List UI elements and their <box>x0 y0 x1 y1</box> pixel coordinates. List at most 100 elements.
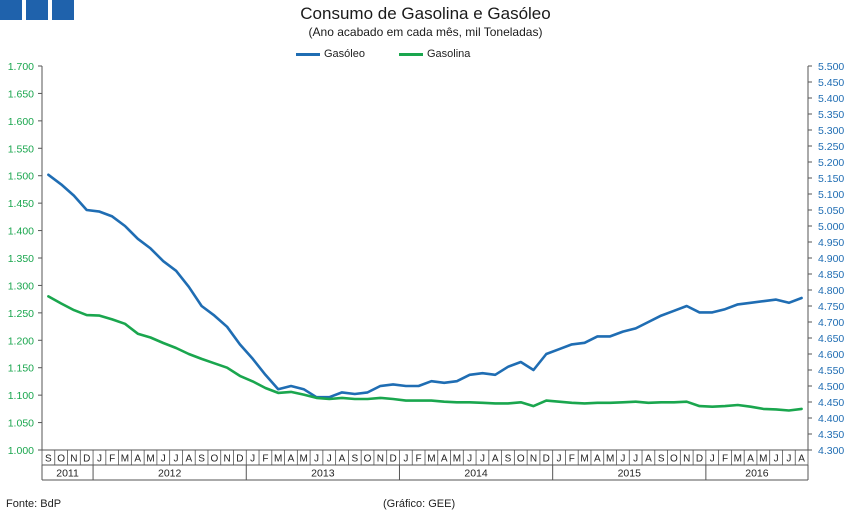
y-right-tick-label: 4.500 <box>818 381 844 393</box>
x-month-label: J <box>327 454 332 465</box>
x-month-label: M <box>274 454 282 465</box>
y-right-tick-label: 4.300 <box>818 445 844 457</box>
y-right-tick-label: 4.850 <box>818 269 844 281</box>
x-month-label: O <box>517 454 525 465</box>
x-year-label: 2012 <box>158 468 182 480</box>
y-left-tick-label: 1.350 <box>8 253 34 265</box>
y-right-tick-label: 4.600 <box>818 349 844 361</box>
x-month-label: D <box>696 454 703 465</box>
y-left-tick-label: 1.200 <box>8 335 34 347</box>
legend: Gasóleo Gasolina <box>296 48 470 60</box>
x-month-label: F <box>722 454 728 465</box>
legend-item-gasolina: Gasolina <box>398 48 470 60</box>
logo-square <box>0 0 22 20</box>
x-month-label: J <box>174 454 179 465</box>
y-right-tick-label: 5.200 <box>818 157 844 169</box>
x-month-label: M <box>453 454 461 465</box>
x-month-label: M <box>300 454 308 465</box>
x-month-label: D <box>83 454 90 465</box>
x-month-label: J <box>557 454 562 465</box>
x-month-label: M <box>146 454 154 465</box>
x-month-label: A <box>594 454 601 465</box>
x-month-label: S <box>351 454 358 465</box>
x-month-label: M <box>606 454 614 465</box>
x-month-label: F <box>416 454 422 465</box>
x-month-label: J <box>467 454 472 465</box>
x-month-label: S <box>45 454 52 465</box>
x-month-label: S <box>505 454 512 465</box>
x-month-label: M <box>121 454 129 465</box>
legend-swatch-gasolina <box>398 52 423 56</box>
y-right-tick-label: 4.900 <box>818 253 844 265</box>
x-month-label: F <box>569 454 575 465</box>
y-left-tick-label: 1.400 <box>8 226 34 238</box>
x-year-label: 2016 <box>745 468 769 480</box>
x-month-label: O <box>57 454 65 465</box>
x-year-label: 2011 <box>56 468 79 480</box>
x-month-label: A <box>492 454 499 465</box>
x-month-label: A <box>441 454 448 465</box>
chart-title: Consumo de Gasolina e Gasóleo <box>300 4 551 23</box>
footer-credit: (Gráfico: GEE) <box>383 498 456 510</box>
x-month-label: A <box>134 454 141 465</box>
x-month-label: O <box>210 454 218 465</box>
x-month-label: N <box>70 454 77 465</box>
x-month-label: A <box>645 454 652 465</box>
y-left-tick-label: 1.150 <box>8 363 34 375</box>
y-right-tick-label: 5.050 <box>818 205 844 217</box>
x-month-label: N <box>223 454 230 465</box>
y-left-tick-label: 1.100 <box>8 390 34 402</box>
x-month-label: J <box>480 454 485 465</box>
y-left-tick-label: 1.450 <box>8 198 34 210</box>
y-right-tick-label: 5.400 <box>818 93 844 105</box>
y-right-tick-label: 4.450 <box>818 397 844 409</box>
x-month-label: J <box>620 454 625 465</box>
x-month-label: M <box>759 454 767 465</box>
x-month-label: N <box>683 454 690 465</box>
x-year-label: 2015 <box>618 468 642 480</box>
y-left-tick-label: 1.300 <box>8 280 34 292</box>
x-month-label: N <box>377 454 384 465</box>
series-line-gasolina <box>47 295 803 412</box>
x-month-label: J <box>250 454 255 465</box>
x-month-label: S <box>198 454 205 465</box>
y-left-tick-label: 1.000 <box>8 445 34 457</box>
x-month-label: S <box>658 454 665 465</box>
x-month-label: D <box>543 454 550 465</box>
logo-square <box>52 0 74 20</box>
x-month-label: J <box>633 454 638 465</box>
logo-square <box>26 0 48 20</box>
y-right-tick-label: 4.950 <box>818 237 844 249</box>
x-month-label: J <box>786 454 791 465</box>
y-right-tick-label: 5.450 <box>818 77 844 89</box>
x-month-label: M <box>427 454 435 465</box>
x-month-label: A <box>185 454 192 465</box>
chart-subtitle: (Ano acabado em cada mês, mil Toneladas) <box>308 25 543 39</box>
x-month-label: J <box>774 454 779 465</box>
x-month-label: O <box>670 454 678 465</box>
x-year-label: 2013 <box>311 468 335 480</box>
x-month-label: F <box>262 454 268 465</box>
logo <box>0 0 74 20</box>
y-right-tick-label: 5.100 <box>818 189 844 201</box>
y-right-tick-label: 5.250 <box>818 141 844 153</box>
y-left-tick-label: 1.600 <box>8 116 34 128</box>
x-month-label: A <box>339 454 346 465</box>
legend-swatch-gasoleo <box>296 52 320 56</box>
y-right-tick-label: 4.550 <box>818 365 844 377</box>
y-right-tick-label: 4.750 <box>818 301 844 313</box>
y-right-tick-label: 4.400 <box>818 413 844 425</box>
x-month-label: D <box>389 454 396 465</box>
legend-label-gasoleo: Gasóleo <box>324 48 365 60</box>
y-right-tick-label: 5.350 <box>818 109 844 121</box>
y-right-tick-label: 4.700 <box>818 317 844 329</box>
x-month-label: J <box>314 454 319 465</box>
x-year-label: 2014 <box>464 468 488 480</box>
y-right-tick-label: 4.650 <box>818 333 844 345</box>
x-month-label: A <box>798 454 805 465</box>
legend-item-gasoleo: Gasóleo <box>296 48 365 60</box>
x-month-label: J <box>403 454 408 465</box>
y-right-tick-label: 4.350 <box>818 429 844 441</box>
x-month-label: F <box>109 454 115 465</box>
